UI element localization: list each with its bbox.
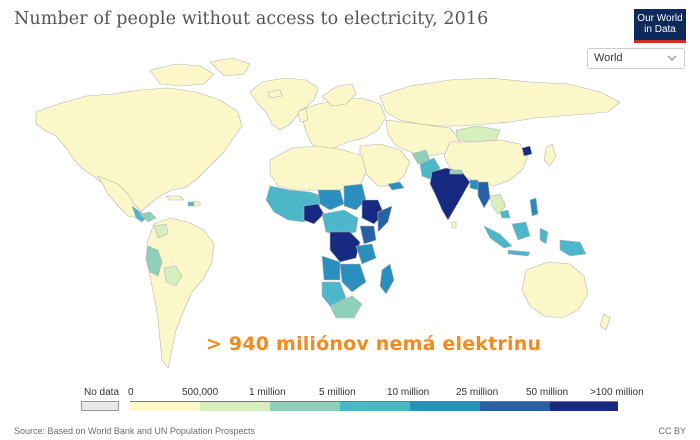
country-central-africa <box>321 209 359 237</box>
country-dominican-republic <box>193 200 201 207</box>
region-select-value: World <box>594 52 623 64</box>
country-north-africa <box>269 145 367 191</box>
legend-no-data-label: No data <box>84 387 120 398</box>
country-north-america <box>35 87 243 215</box>
country-north-korea <box>521 145 533 157</box>
country-iceland <box>267 89 283 99</box>
country-europe <box>299 97 387 151</box>
our-world-in-data-logo[interactable]: Our World in Data <box>634 9 686 43</box>
legend-bin-2 <box>200 401 270 411</box>
map-legend: No data 0 500,000 1 million 5 million 10… <box>0 381 700 421</box>
legend-bin-4 <box>340 401 410 411</box>
legend-tick-25m: 25 million <box>456 387 499 398</box>
legend-bin-5 <box>410 401 480 411</box>
country-angola <box>321 255 341 281</box>
country-indonesia-sulawesi <box>539 227 549 245</box>
country-uk <box>297 107 309 123</box>
country-somalia <box>377 205 393 233</box>
chart-title: Number of people without access to elect… <box>14 9 489 29</box>
legend-tick-500k: 500,000 <box>182 387 219 398</box>
country-japan <box>543 143 557 167</box>
country-yemen <box>387 181 405 191</box>
country-nigeria <box>303 203 325 225</box>
chevron-down-icon <box>667 55 677 61</box>
country-central-asia <box>385 119 461 157</box>
country-indonesia-java <box>507 249 531 257</box>
source-note: Source: Based on World Bank and UN Popul… <box>14 426 255 436</box>
region-select-dropdown[interactable]: World <box>587 48 685 69</box>
country-tanzania <box>355 243 377 265</box>
legend-bin-7 <box>550 401 618 411</box>
country-china <box>443 139 529 187</box>
country-haiti <box>187 201 195 207</box>
country-new-zealand <box>599 313 611 331</box>
legend-tick-5m: 5 million <box>319 387 356 398</box>
legend-tick-10m: 10 million <box>387 387 430 398</box>
legend-bin-3 <box>270 401 340 411</box>
country-kenya <box>359 225 377 245</box>
country-dr-congo <box>329 231 361 263</box>
country-middle-east <box>359 143 411 187</box>
legend-tick-100m: >100 million <box>590 387 644 398</box>
country-cuba <box>165 195 185 201</box>
country-india <box>429 167 471 221</box>
legend-tick-0: 0 <box>128 387 134 398</box>
country-central-america <box>131 205 147 223</box>
country-sudan <box>343 183 367 211</box>
country-guatemala-honduras <box>139 211 157 223</box>
legend-no-data-swatch <box>81 401 119 411</box>
logo-line-2: in Data <box>644 24 676 35</box>
country-south-america <box>145 217 215 369</box>
country-south-africa <box>329 295 363 319</box>
country-mongolia <box>455 125 501 143</box>
overlay-annotation: > 940 miliónov nemá elektrinu <box>206 333 542 355</box>
country-myanmar <box>477 181 491 209</box>
country-madagascar <box>379 263 395 295</box>
country-sri-lanka <box>451 221 457 229</box>
country-chad-niger <box>317 189 345 211</box>
country-canada-islands <box>149 63 215 87</box>
license-link[interactable]: CC BY <box>658 426 686 436</box>
country-indonesia-sumatra <box>483 225 513 249</box>
country-philippines <box>529 197 539 217</box>
country-peru <box>145 245 163 277</box>
country-scandinavia <box>321 83 357 107</box>
country-cambodia <box>499 209 511 219</box>
country-mozambique-zambia <box>339 263 367 293</box>
country-colombia <box>153 223 169 239</box>
country-indonesia-borneo <box>511 221 531 241</box>
country-russia <box>379 77 621 127</box>
legend-bin-6 <box>480 401 550 411</box>
country-papua <box>559 239 587 257</box>
country-thailand-laos <box>489 193 507 215</box>
country-namibia-botswana <box>321 281 347 307</box>
country-nepal <box>449 169 463 175</box>
legend-tick-1m: 1 million <box>249 387 286 398</box>
legend-bin-1 <box>130 401 200 411</box>
country-australia <box>521 261 589 319</box>
country-bangladesh <box>469 179 479 191</box>
legend-tick-50m: 50 million <box>526 387 569 398</box>
country-bolivia <box>163 265 183 287</box>
country-canada-islands-2 <box>209 57 251 77</box>
logo-line-1: Our World <box>637 13 683 24</box>
